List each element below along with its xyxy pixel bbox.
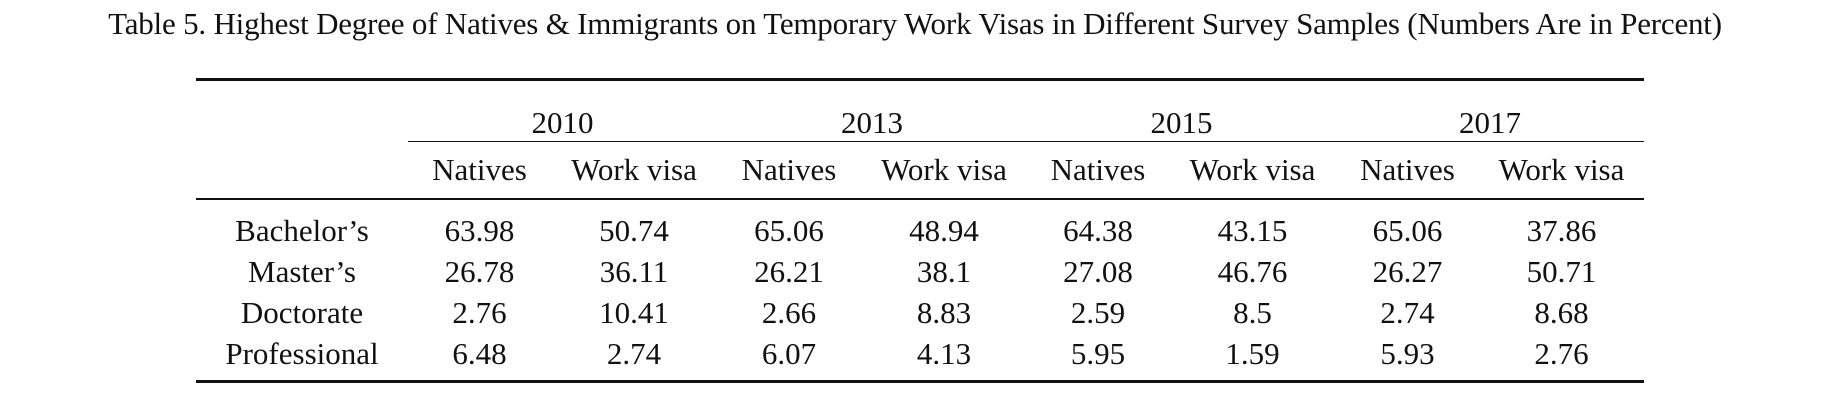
col-header-work-visa-2010: Work visa — [551, 141, 717, 200]
table-cell: 48.94 — [909, 212, 979, 248]
table-row: Professional 6.48 2.74 6.07 4.13 5.95 1.… — [196, 333, 1644, 383]
corner-cell — [196, 78, 408, 142]
year-header-2017: 2017 — [1336, 78, 1644, 142]
col-header-work-visa-2013: Work visa — [861, 141, 1027, 200]
table-cell: 65.06 — [754, 212, 824, 248]
table-cell: 36.11 — [599, 253, 669, 289]
table-cell: 64.38 — [1063, 212, 1133, 248]
table-cell: 8.83 — [916, 294, 972, 330]
table-cell: 2.74 — [1380, 294, 1435, 330]
table-cell: 2.74 — [551, 333, 717, 383]
table-row: Doctorate 2.76 10.41 2.66 8.83 2.59 8.5 … — [196, 292, 1644, 333]
table-cell: 8.5 — [1233, 294, 1272, 330]
table-cell: 6.07 — [717, 333, 861, 383]
table-cell: 5.93 — [1336, 333, 1479, 383]
table-row: Bachelor’s 63.98 50.74 65.06 48.94 64.38… — [196, 199, 1644, 251]
col-header-natives-2015: Natives — [1027, 141, 1169, 200]
table-cell: 43.15 — [1217, 212, 1288, 248]
table-cell: 5.95 — [1027, 333, 1169, 383]
col-header-natives-2010: Natives — [408, 141, 551, 200]
degree-table: 2010 2013 2015 2017 Natives Work visa Na… — [196, 78, 1644, 383]
table-cell: 8.68 — [1534, 294, 1589, 330]
year-header-2015: 2015 — [1027, 78, 1336, 142]
table-cell: 50.74 — [599, 212, 669, 248]
col-header-work-visa-2015: Work visa — [1169, 141, 1336, 200]
table-cell: 26.27 — [1372, 253, 1443, 289]
table-cell: 63.98 — [444, 212, 515, 248]
row-label: Doctorate — [240, 294, 364, 330]
table-cell: 46.76 — [1217, 253, 1288, 289]
group-header-row: Natives Work visa Natives Work visa Nati… — [196, 141, 1644, 200]
col-header-natives-2013: Natives — [717, 141, 861, 200]
row-label: Master’s — [248, 253, 356, 289]
table-cell: 2.59 — [1070, 294, 1126, 330]
table-cell: 50.71 — [1526, 253, 1597, 289]
table-cell: 6.48 — [408, 333, 551, 383]
table-cell: 26.21 — [754, 253, 824, 289]
table-cell: 26.78 — [444, 253, 515, 289]
table-cell: 38.1 — [916, 253, 972, 289]
table-cell: 37.86 — [1526, 212, 1597, 248]
table-row: Master’s 26.78 36.11 26.21 38.1 27.08 46… — [196, 251, 1644, 292]
table-cell: 2.76 — [452, 294, 507, 330]
year-header-row: 2010 2013 2015 2017 — [196, 78, 1644, 142]
table-cell: 1.59 — [1169, 333, 1336, 383]
table-cell: 2.66 — [761, 294, 817, 330]
table-cell: 10.41 — [599, 294, 669, 330]
corner-cell-sub — [196, 141, 408, 200]
col-header-natives-2017: Natives — [1336, 141, 1479, 200]
table-cell: 27.08 — [1063, 253, 1133, 289]
table-cell: 2.76 — [1479, 333, 1644, 383]
table-cell: 4.13 — [861, 333, 1027, 383]
table-cell: 65.06 — [1372, 212, 1443, 248]
col-header-work-visa-2017: Work visa — [1479, 141, 1644, 200]
table-caption: Table 5. Highest Degree of Natives & Imm… — [108, 6, 1722, 41]
year-header-2010: 2010 — [408, 78, 717, 142]
row-label: Professional — [196, 333, 408, 383]
year-header-2013: 2013 — [717, 78, 1027, 142]
row-label: Bachelor’s — [235, 212, 369, 248]
